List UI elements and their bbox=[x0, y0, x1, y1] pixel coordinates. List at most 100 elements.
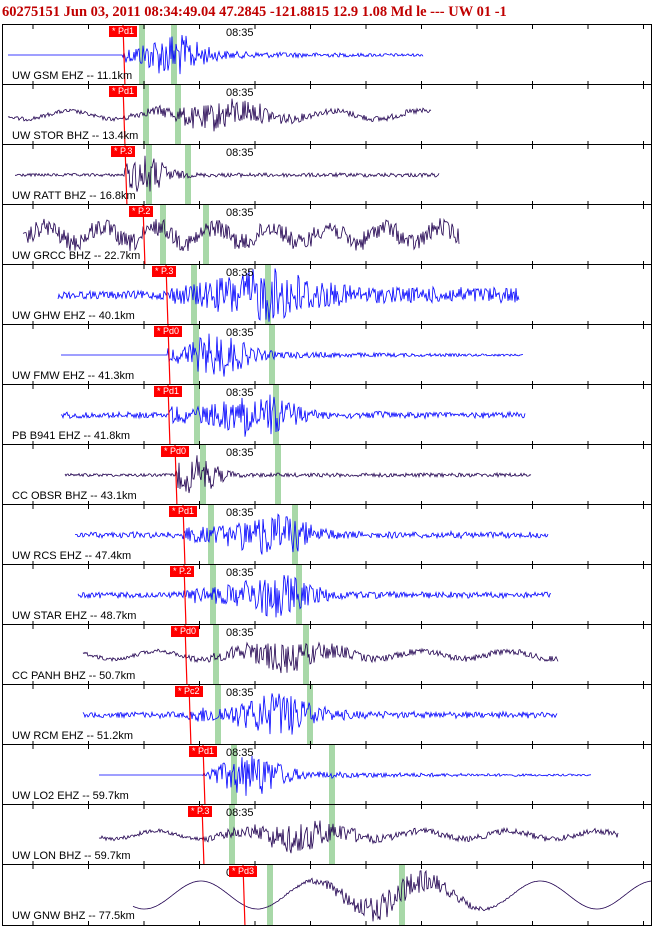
analysis-window bbox=[200, 445, 206, 504]
station-label: PB B941 EHZ -- 41.8km bbox=[12, 430, 130, 442]
analysis-window bbox=[160, 205, 166, 264]
seismogram-panels: 08:35 * Pd1 UW GSM EHZ -- 11.1km 08:35 * Pd1… bbox=[0, 24, 654, 926]
time-mark-label: 08:35 bbox=[226, 567, 254, 579]
waveform-trace bbox=[7, 98, 432, 132]
analysis-window bbox=[210, 565, 216, 624]
station-label: UW RATT BHZ -- 16.8km bbox=[12, 190, 136, 202]
analysis-window bbox=[231, 745, 237, 804]
pick-flag[interactable]: * Pd1 bbox=[154, 386, 183, 397]
trace-panel: 08:35 * Pd1 PB B941 EHZ -- 41.8km bbox=[2, 384, 652, 445]
analysis-window bbox=[191, 265, 197, 324]
analysis-window bbox=[193, 325, 199, 384]
pick-flag[interactable]: * P.2 bbox=[129, 206, 154, 217]
analysis-window bbox=[303, 625, 309, 684]
pick-flag[interactable]: * Pd1 bbox=[169, 506, 198, 517]
station-label: UW STOR BHZ -- 13.4km bbox=[12, 130, 139, 142]
trace-panel: 08:35 * Pd0 UW FMW EHZ -- 41.3km bbox=[2, 324, 652, 385]
pick-flag[interactable]: * P.3 bbox=[188, 806, 213, 817]
analysis-window bbox=[273, 385, 279, 444]
analysis-window bbox=[307, 685, 313, 744]
time-mark-label: 08:35 bbox=[226, 387, 254, 399]
station-label: CC PANH BHZ -- 50.7km bbox=[12, 670, 136, 682]
time-mark-label: 08:35 bbox=[226, 207, 254, 219]
trace-panel: 08:35 * Pd0 CC PANH BHZ -- 50.7km bbox=[2, 624, 652, 685]
station-label: UW GRCC BHZ -- 22.7km bbox=[12, 250, 141, 262]
station-label: CC OBSR BHZ -- 43.1km bbox=[12, 490, 137, 502]
waveform-trace bbox=[22, 218, 460, 252]
trace-panel: 08:35 * P.3 UW RATT BHZ -- 16.8km bbox=[2, 144, 652, 205]
station-label: UW GSM EHZ -- 11.1km bbox=[12, 70, 133, 82]
waveform-trace bbox=[75, 513, 549, 555]
time-mark-label: 08:35 bbox=[226, 507, 254, 519]
analysis-window bbox=[229, 805, 235, 864]
waveform-trace bbox=[98, 820, 619, 854]
waveform-trace bbox=[61, 333, 523, 377]
waveform-trace bbox=[64, 455, 532, 494]
station-label: UW LON BHZ -- 59.7km bbox=[12, 850, 131, 862]
time-mark-label: 08:35 bbox=[226, 267, 254, 279]
trace-canvas bbox=[32, 685, 644, 744]
pick-flag[interactable]: * P.3 bbox=[111, 146, 136, 157]
trace-panel: 08:35 * P.2 UW STAR EHZ -- 48.7km bbox=[2, 564, 652, 625]
trace-panel: 08:35 * Pd1 UW STOR BHZ -- 13.4km bbox=[2, 84, 652, 145]
station-label: UW GHW EHZ -- 40.1km bbox=[12, 310, 135, 322]
waveform-trace bbox=[8, 34, 424, 75]
pick-flag[interactable]: * Pd0 bbox=[161, 446, 190, 457]
time-mark-label: 08:35 bbox=[226, 87, 254, 99]
pick-flag[interactable]: * Pd0 bbox=[171, 626, 200, 637]
trace-panel: 08:35 * Pd1 UW GSM EHZ -- 11.1km bbox=[2, 24, 652, 85]
station-label: UW GNW BHZ -- 77.5km bbox=[12, 910, 135, 922]
analysis-window bbox=[143, 85, 149, 144]
time-mark-label: 08:35 bbox=[226, 447, 254, 459]
trace-panel: 08:35 * Pd0 CC OBSR BHZ -- 43.1km bbox=[2, 444, 652, 505]
pick-flag[interactable]: * Pd3 bbox=[229, 866, 258, 877]
waveform-trace bbox=[99, 755, 592, 796]
analysis-window bbox=[296, 565, 302, 624]
pick-flag[interactable]: * Pd0 bbox=[154, 326, 183, 337]
analysis-window bbox=[267, 865, 273, 925]
waveform-trace bbox=[77, 575, 552, 618]
station-label: UW RCM EHZ -- 51.2km bbox=[12, 730, 133, 742]
analysis-window bbox=[399, 865, 405, 925]
time-mark-label: 08:35 bbox=[226, 27, 254, 39]
analysis-window bbox=[194, 385, 200, 444]
pick-flag[interactable]: * P.3 bbox=[152, 266, 177, 277]
waveform-trace bbox=[82, 693, 558, 735]
analysis-window bbox=[265, 265, 271, 324]
station-label: UW RCS EHZ -- 47.4km bbox=[12, 550, 132, 562]
waveform-trace bbox=[15, 155, 440, 192]
trace-canvas bbox=[32, 445, 644, 504]
time-mark-label: 08:35 bbox=[226, 807, 254, 819]
analysis-window bbox=[275, 445, 281, 504]
trace-canvas bbox=[32, 505, 644, 564]
analysis-window bbox=[203, 205, 209, 264]
pick-flag[interactable]: * P.2 bbox=[170, 566, 195, 577]
station-label: UW STAR EHZ -- 48.7km bbox=[12, 610, 137, 622]
station-label: UW LO2 EHZ -- 59.7km bbox=[12, 790, 129, 802]
pick-flag[interactable]: * Pc2 bbox=[175, 686, 203, 697]
analysis-window bbox=[139, 25, 145, 84]
trace-canvas bbox=[32, 385, 644, 444]
pick-flag[interactable]: * Pd1 bbox=[109, 86, 138, 97]
waveform-trace bbox=[60, 394, 526, 437]
trace-panel: 08:35 * P.3 UW GHW EHZ -- 40.1km bbox=[2, 264, 652, 325]
time-mark-label: 08:35 bbox=[226, 747, 254, 759]
trace-panel: 08:35 * Pd1 UW LO2 EHZ -- 59.7km bbox=[2, 744, 652, 805]
waveform-trace bbox=[82, 641, 559, 674]
trace-panel: 08:35 * P.3 UW LON BHZ -- 59.7km bbox=[2, 804, 652, 865]
trace-canvas bbox=[32, 745, 644, 804]
station-label: UW FMW EHZ -- 41.3km bbox=[12, 370, 135, 382]
analysis-window bbox=[329, 805, 335, 864]
pick-flag[interactable]: * Pd1 bbox=[189, 746, 218, 757]
trace-panel: 08:35 * P.2 UW GRCC BHZ -- 22.7km bbox=[2, 204, 652, 265]
trace-canvas bbox=[32, 805, 644, 864]
time-mark-label: 08:35 bbox=[226, 687, 254, 699]
time-mark-label: 08:35 bbox=[226, 327, 254, 339]
trace-panel: 08:35 * Pd1 UW RCS EHZ -- 47.4km bbox=[2, 504, 652, 565]
trace-panel: 08:35 * Pc2 UW RCM EHZ -- 51.2km bbox=[2, 684, 652, 745]
pick-flag[interactable]: * Pd1 bbox=[109, 26, 138, 37]
analysis-window bbox=[269, 325, 275, 384]
analysis-window bbox=[185, 145, 191, 204]
waveform-trace bbox=[57, 268, 520, 322]
